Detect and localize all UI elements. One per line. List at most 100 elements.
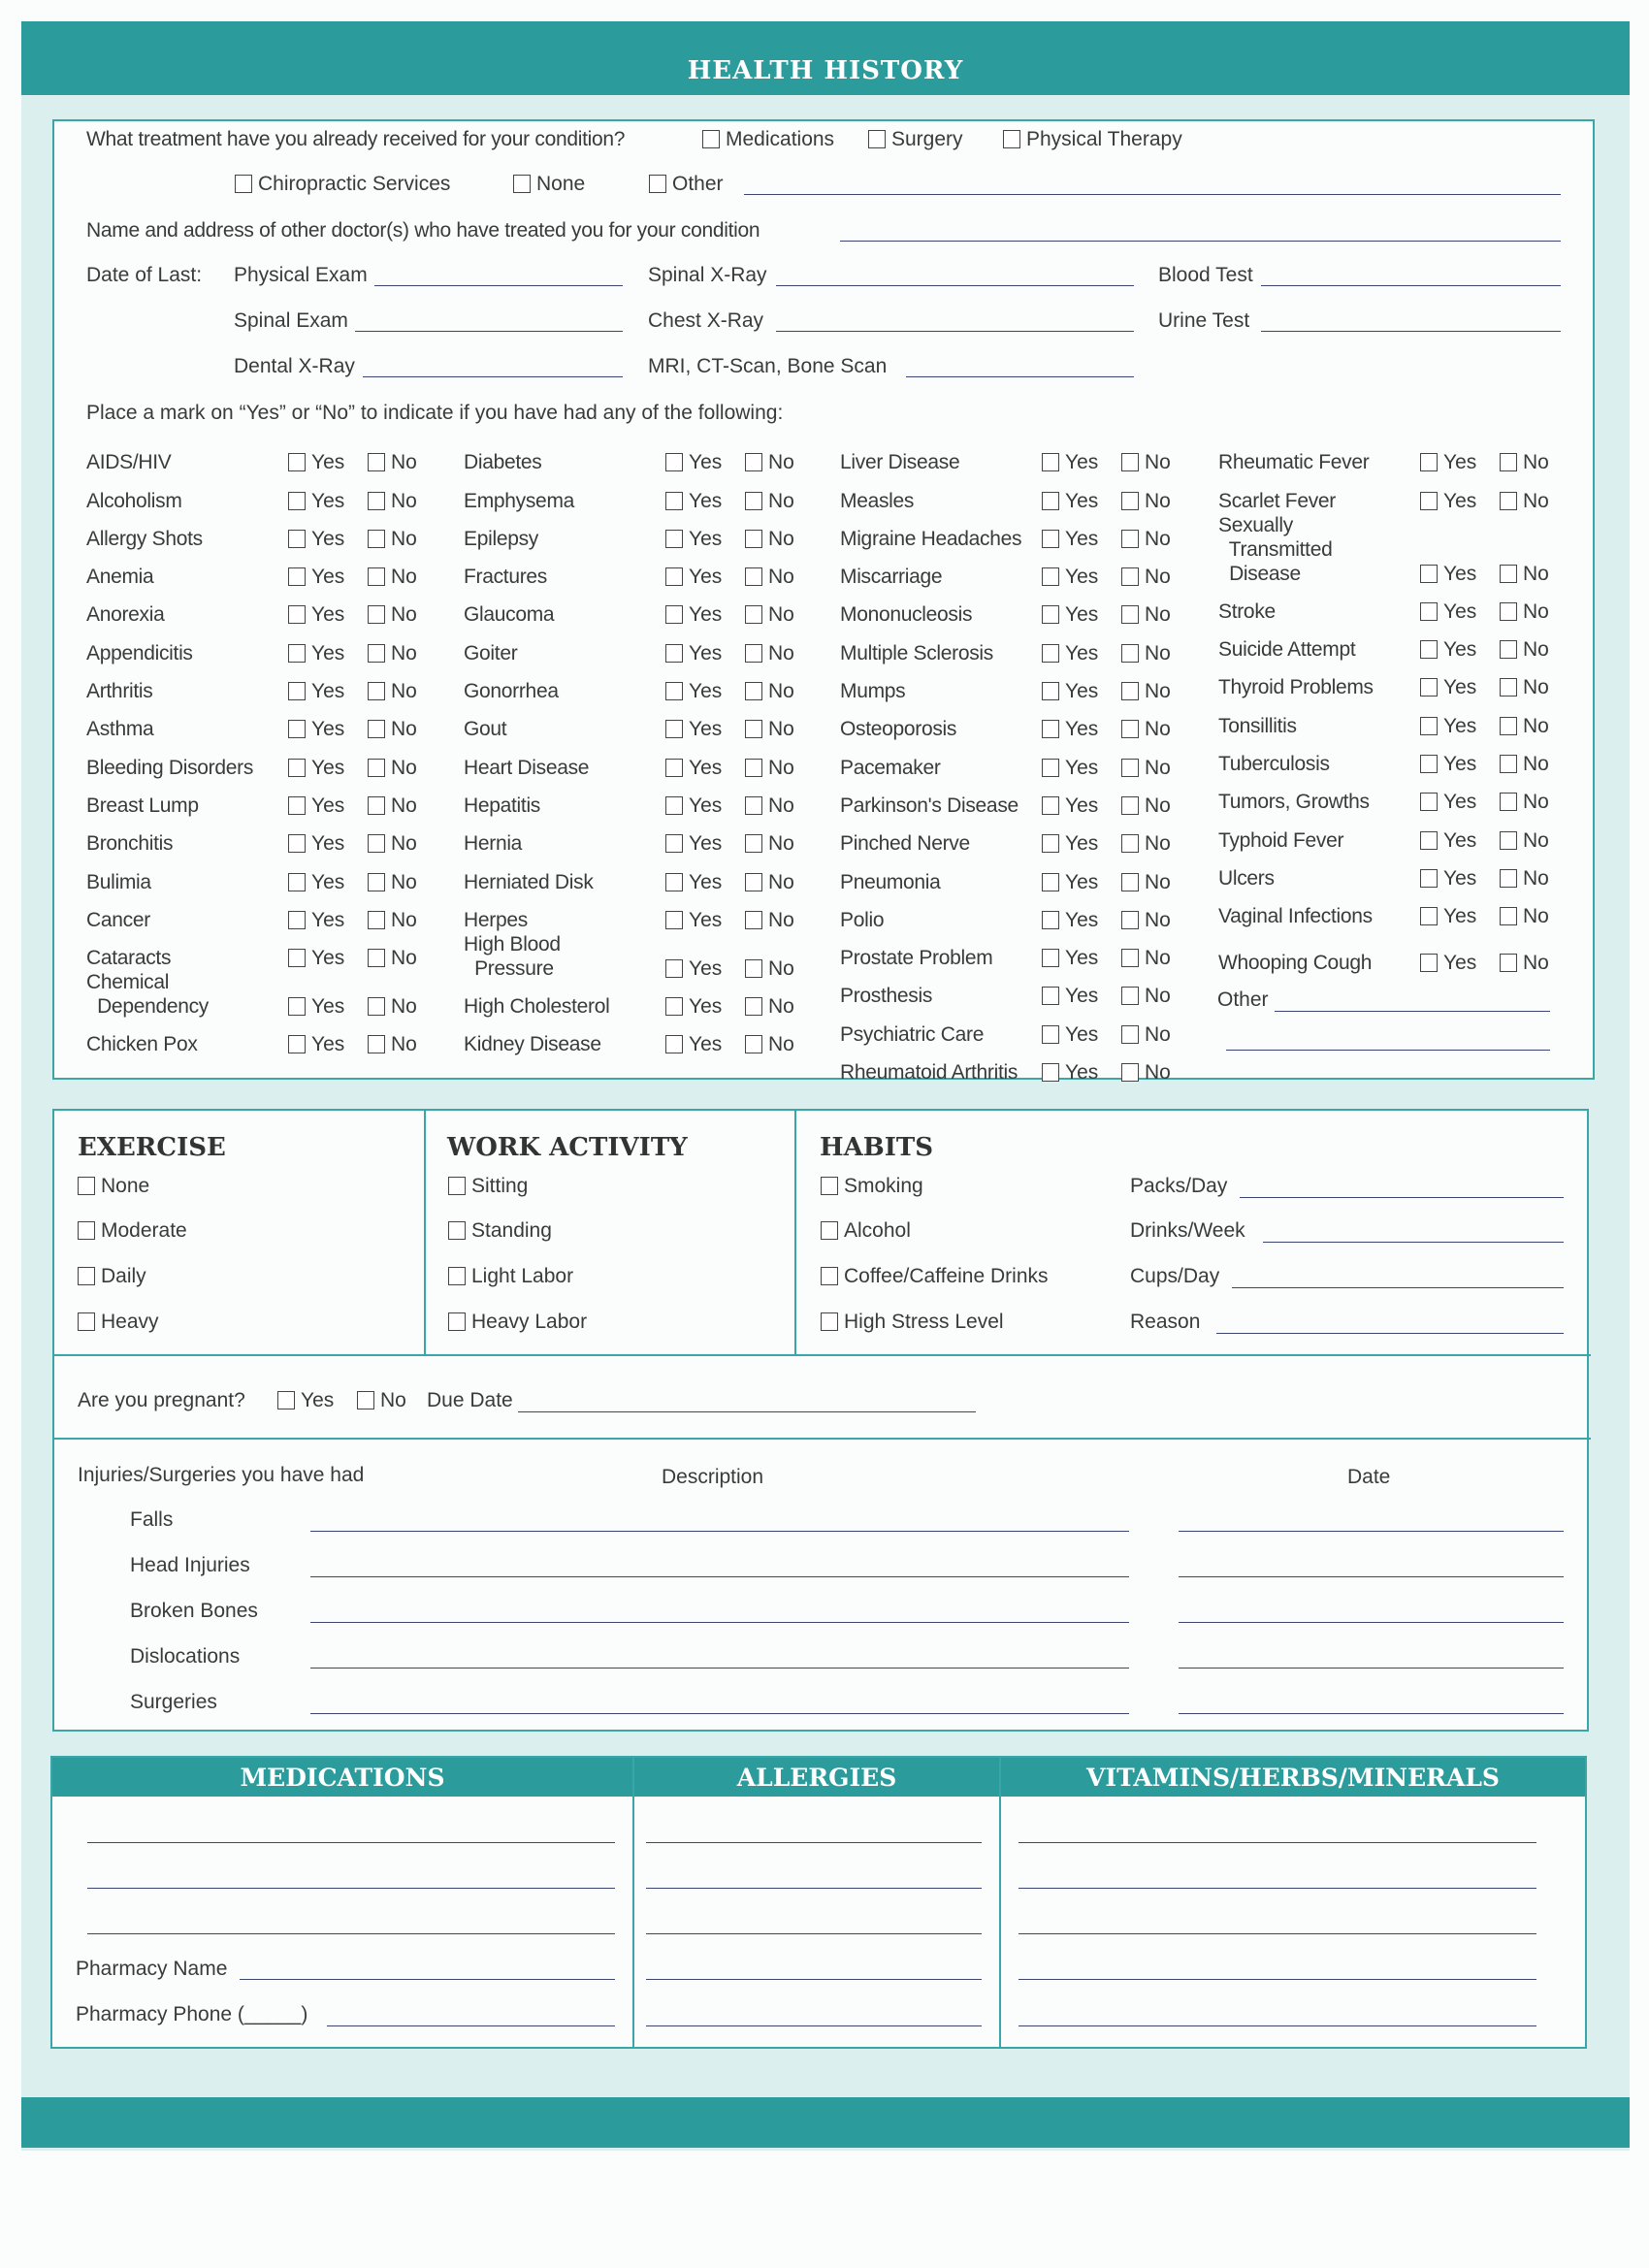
condition-no[interactable]: No [1121,566,1171,589]
checkbox[interactable] [288,872,306,891]
condition-no[interactable]: No [368,794,417,818]
condition-no[interactable]: No [368,947,417,970]
habit-field-cups-day-line[interactable] [1232,1287,1564,1288]
injury-broken-bones-description-line[interactable] [310,1622,1129,1623]
checkbox[interactable] [665,795,683,815]
checkbox[interactable] [1042,567,1059,587]
condition-no[interactable]: No [368,995,417,1019]
condition-no[interactable]: No [745,603,794,627]
checkbox[interactable] [368,795,385,815]
checkbox[interactable] [665,643,683,663]
checkbox[interactable] [1121,834,1139,854]
checkbox[interactable] [745,567,762,587]
condition-yes[interactable]: Yes [665,871,745,894]
checkbox[interactable] [368,643,385,663]
spinal-exam-line[interactable] [355,331,623,332]
checkbox[interactable] [368,491,385,510]
checkbox[interactable] [665,682,683,701]
checkbox[interactable] [368,453,385,472]
condition-yes[interactable]: Yes [1042,566,1121,589]
checkbox[interactable] [1042,910,1059,929]
checkbox[interactable] [1500,491,1517,510]
condition-yes[interactable]: Yes [288,909,368,932]
checkbox[interactable] [745,758,762,777]
condition-yes[interactable]: Yes [1042,528,1121,551]
vitamin-line[interactable] [1018,2025,1536,2026]
checkbox[interactable] [368,949,385,968]
checkbox[interactable] [1500,954,1517,973]
checkbox[interactable] [1042,605,1059,625]
condition-no[interactable]: No [1121,680,1171,703]
condition-no[interactable]: No [745,566,794,589]
condition-yes[interactable]: Yes [1042,832,1121,856]
checkbox[interactable] [277,1391,295,1409]
checkbox[interactable] [1042,491,1059,510]
checkbox[interactable] [1042,949,1059,968]
checkbox[interactable] [821,1177,838,1195]
checkbox[interactable] [1420,793,1438,812]
checkbox[interactable] [665,491,683,510]
treatment-none[interactable]: None [513,173,585,196]
checkbox[interactable] [868,130,886,148]
checkbox[interactable] [1500,453,1517,472]
vitamin-line[interactable] [1018,1842,1536,1843]
checkbox[interactable] [1121,1024,1139,1044]
condition-yes[interactable]: Yes [288,603,368,627]
checkbox[interactable] [288,795,306,815]
treatment-surgery[interactable]: Surgery [868,128,963,151]
checkbox[interactable] [448,1267,466,1285]
allergy-line[interactable] [646,1979,982,1980]
condition-yes[interactable]: Yes [665,718,745,741]
checkbox[interactable] [288,997,306,1017]
checkbox[interactable] [1500,907,1517,926]
mri-ct-bone-scan-line[interactable] [906,376,1134,377]
condition-yes[interactable]: Yes [1042,947,1121,970]
condition-yes[interactable]: Yes [1042,451,1121,474]
condition-no[interactable]: No [745,757,794,780]
condition-no[interactable]: No [368,718,417,741]
checkbox[interactable] [368,720,385,739]
condition-yes[interactable]: Yes [288,757,368,780]
treatment-chiropractic[interactable]: Chiropractic Services [235,173,450,196]
condition-no[interactable]: No [1500,600,1549,624]
condition-no[interactable]: No [745,957,794,981]
condition-no[interactable]: No [1500,791,1549,814]
checkbox[interactable] [368,567,385,587]
medication-line[interactable] [87,1933,615,1934]
checkbox[interactable] [821,1267,838,1285]
condition-no[interactable]: No [1500,451,1549,474]
condition-yes[interactable]: Yes [1042,985,1121,1008]
spinal-xray-line[interactable] [776,285,1134,286]
checkbox[interactable] [78,1177,95,1195]
checkbox[interactable] [649,175,666,193]
condition-no[interactable]: No [1121,603,1171,627]
treatment-physical-therapy[interactable]: Physical Therapy [1003,128,1182,151]
habit-field-reason-line[interactable] [1216,1333,1564,1334]
checkbox[interactable] [288,529,306,548]
checkbox[interactable] [288,682,306,701]
condition-no[interactable]: No [1121,1061,1171,1085]
condition-yes[interactable]: Yes [1420,867,1500,891]
condition-yes[interactable]: Yes [665,566,745,589]
condition-yes[interactable]: Yes [1042,794,1121,818]
condition-yes[interactable]: Yes [288,947,368,970]
checkbox[interactable] [665,720,683,739]
injury-dislocations-date-line[interactable] [1179,1668,1564,1669]
condition-yes[interactable]: Yes [665,680,745,703]
checkbox[interactable] [821,1221,838,1240]
checkbox[interactable] [665,997,683,1017]
condition-yes[interactable]: Yes [665,1033,745,1056]
condition-yes[interactable]: Yes [665,832,745,856]
habit-field-packs-day-line[interactable] [1240,1197,1564,1198]
condition-no[interactable]: No [1500,638,1549,662]
condition-no[interactable]: No [1121,757,1171,780]
condition-yes[interactable]: Yes [288,832,368,856]
condition-no[interactable]: No [1500,753,1549,776]
condition-yes[interactable]: Yes [1420,829,1500,853]
checkbox[interactable] [1121,491,1139,510]
work-option-heavy-labor[interactable]: Heavy Labor [448,1311,587,1334]
checkbox[interactable] [745,1035,762,1054]
checkbox[interactable] [1042,643,1059,663]
checkbox[interactable] [288,605,306,625]
checkbox[interactable] [513,175,531,193]
